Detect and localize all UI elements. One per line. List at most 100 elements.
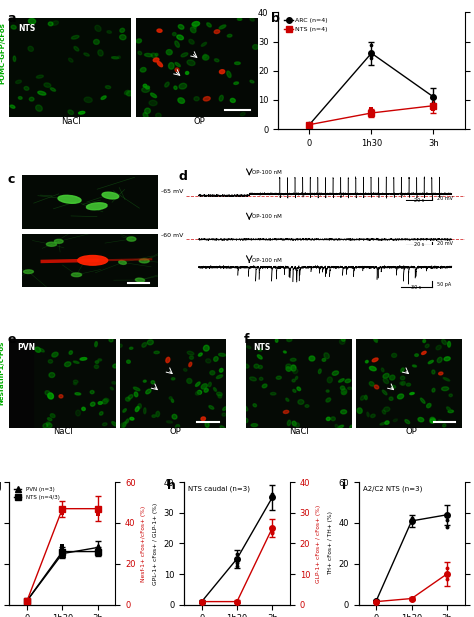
Ellipse shape	[410, 392, 414, 395]
Point	[59, 504, 66, 514]
Ellipse shape	[430, 419, 435, 423]
Ellipse shape	[206, 358, 211, 363]
Bar	[9, 339, 33, 428]
Point	[59, 547, 66, 557]
Point	[306, 120, 313, 130]
Ellipse shape	[203, 97, 210, 101]
Ellipse shape	[324, 353, 329, 358]
Text: -60 mV: -60 mV	[161, 233, 183, 238]
Point	[408, 594, 415, 603]
Ellipse shape	[437, 357, 442, 363]
Ellipse shape	[392, 354, 397, 357]
Ellipse shape	[254, 364, 259, 368]
Ellipse shape	[193, 25, 196, 28]
Point	[368, 104, 375, 114]
Ellipse shape	[383, 378, 389, 384]
Point	[373, 595, 380, 605]
Ellipse shape	[109, 338, 113, 342]
Ellipse shape	[444, 357, 450, 361]
Ellipse shape	[156, 412, 160, 417]
Text: f: f	[243, 333, 249, 346]
Ellipse shape	[286, 364, 292, 368]
Point	[430, 104, 438, 114]
Ellipse shape	[235, 62, 240, 65]
Ellipse shape	[283, 351, 286, 353]
Ellipse shape	[210, 371, 215, 375]
Ellipse shape	[371, 414, 375, 418]
Ellipse shape	[143, 380, 146, 383]
Ellipse shape	[405, 420, 410, 424]
Ellipse shape	[171, 399, 173, 402]
Legend: ARC (n=4), NTS (n=4): ARC (n=4), NTS (n=4)	[282, 15, 330, 35]
Ellipse shape	[191, 27, 196, 33]
Ellipse shape	[195, 382, 200, 386]
Ellipse shape	[47, 418, 52, 421]
Ellipse shape	[121, 423, 125, 428]
Ellipse shape	[295, 423, 300, 427]
Ellipse shape	[201, 43, 207, 46]
Ellipse shape	[144, 408, 146, 414]
Ellipse shape	[383, 390, 387, 395]
Ellipse shape	[72, 35, 79, 39]
Ellipse shape	[190, 356, 193, 359]
Ellipse shape	[187, 378, 192, 383]
Ellipse shape	[418, 418, 424, 422]
Ellipse shape	[286, 366, 291, 371]
Ellipse shape	[50, 414, 55, 418]
Ellipse shape	[45, 391, 50, 395]
Ellipse shape	[181, 53, 188, 57]
Ellipse shape	[202, 55, 209, 60]
Point	[23, 596, 31, 606]
Ellipse shape	[298, 400, 304, 404]
Ellipse shape	[380, 423, 386, 425]
Point	[23, 596, 31, 606]
Point	[23, 595, 31, 605]
Ellipse shape	[401, 368, 404, 372]
Ellipse shape	[189, 39, 194, 44]
Text: OP: OP	[194, 117, 206, 126]
Ellipse shape	[36, 105, 42, 111]
Ellipse shape	[382, 368, 384, 372]
Point	[430, 102, 438, 112]
Ellipse shape	[138, 404, 141, 408]
Ellipse shape	[111, 57, 118, 59]
Point	[233, 558, 241, 568]
Ellipse shape	[250, 80, 254, 83]
Ellipse shape	[448, 410, 454, 413]
Point	[23, 595, 31, 605]
Ellipse shape	[383, 373, 389, 378]
Text: 20 s: 20 s	[414, 242, 424, 247]
Ellipse shape	[24, 270, 33, 273]
Point	[233, 596, 241, 606]
Point	[23, 595, 31, 605]
Point	[373, 596, 380, 606]
Ellipse shape	[287, 420, 291, 426]
Ellipse shape	[142, 87, 150, 93]
Ellipse shape	[369, 382, 374, 386]
Ellipse shape	[10, 105, 15, 108]
Ellipse shape	[443, 378, 450, 381]
Text: Nesfatin-1/c-Fos: Nesfatin-1/c-Fos	[0, 341, 4, 405]
Ellipse shape	[145, 108, 150, 114]
Ellipse shape	[214, 59, 219, 62]
Ellipse shape	[18, 96, 22, 99]
Ellipse shape	[245, 406, 248, 411]
Ellipse shape	[127, 360, 130, 363]
Ellipse shape	[47, 423, 52, 428]
Text: NaCl: NaCl	[53, 427, 73, 436]
Ellipse shape	[291, 365, 296, 371]
Point	[23, 595, 31, 605]
Ellipse shape	[143, 85, 147, 87]
Ellipse shape	[175, 68, 179, 72]
Ellipse shape	[342, 392, 346, 394]
Ellipse shape	[415, 354, 419, 357]
Ellipse shape	[220, 426, 225, 430]
Ellipse shape	[345, 379, 351, 383]
Ellipse shape	[305, 405, 309, 407]
Point	[94, 544, 101, 554]
Ellipse shape	[292, 379, 295, 382]
Point	[233, 596, 241, 606]
Ellipse shape	[39, 349, 44, 352]
Ellipse shape	[73, 380, 78, 383]
Ellipse shape	[374, 339, 378, 342]
